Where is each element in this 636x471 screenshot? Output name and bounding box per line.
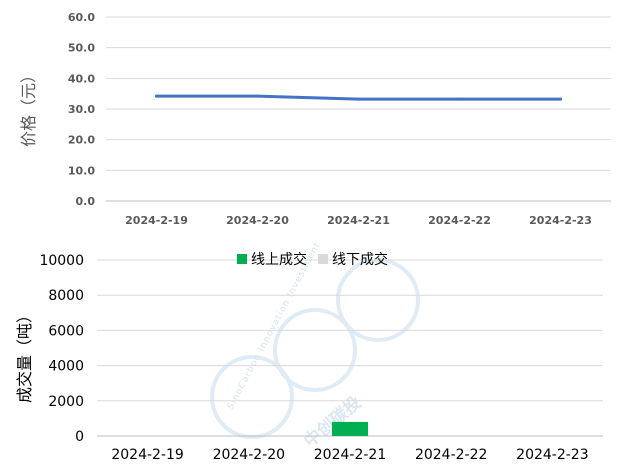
volume-bar-2024-2-21-s0 [332,421,368,436]
price-y-tick-20-0: 20.0 [68,134,95,147]
price-point-2024-2-21 [357,97,360,101]
volume-y-tick-2000: 2000 [48,394,84,410]
price-x-tick-2024-2-20: 2024-2-20 [226,214,289,227]
volume-chart-gridlines [97,259,603,437]
price-y-tick-0-0: 0.0 [76,195,96,208]
volume-x-tick-2024-2-22: 2024-2-22 [415,447,487,463]
volume-y-tick-4000: 4000 [48,359,84,375]
volume-legend: 线上成交 线下成交 [237,251,388,268]
price-line-chart: 0.010.020.030.040.050.060.0 2024-2-19 202… [19,11,611,227]
price-x-tick-2024-2-23: 2024-2-23 [529,214,592,227]
price-chart-y-ticks: 0.0 10.0 20.0 30.0 40.0 50.0 60.0 [68,11,95,208]
volume-x-tick-2024-2-21: 2024-2-21 [314,447,386,463]
price-y-tick-10-0: 10.0 [68,164,95,177]
price-point-2024-2-22 [458,97,461,101]
volume-chart-y-ticks: 0 2000 4000 6000 8000 10000 [39,253,84,445]
volume-y-tick-6000: 6000 [48,323,84,339]
volume-y-tick-10000: 10000 [39,253,84,269]
price-point-2024-2-20 [256,94,259,98]
price-x-tick-2024-2-22: 2024-2-22 [428,214,491,227]
price-point-2024-2-23 [559,97,562,101]
legend-swatch-s0 [237,254,247,264]
volume-bars [332,421,368,436]
volume-y-tick-0: 0 [75,429,84,445]
price-chart-gridlines [106,16,611,202]
volume-y-axis-label: 成交量（吨） [15,307,34,403]
volume-chart-x-ticks: 2024-2-19 2024-2-20 2024-2-21 2024-2-22 2024… [111,447,588,463]
legend-label-s0: 线上成交 [251,251,307,268]
price-series [155,94,562,101]
price-y-tick-50-0: 50.0 [68,42,95,55]
price-x-tick-2024-2-19: 2024-2-19 [125,214,188,227]
price-y-tick-30-0: 30.0 [68,103,95,116]
volume-x-tick-2024-2-23: 2024-2-23 [516,447,588,463]
price-y-tick-40-0: 40.0 [68,72,95,85]
price-chart-x-ticks: 2024-2-19 2024-2-20 2024-2-21 2024-2-22 2024… [125,214,592,227]
volume-x-tick-2024-2-19: 2024-2-19 [111,447,183,463]
price-y-axis-label: 价格（元） [19,67,38,147]
price-y-tick-60-0: 60.0 [68,11,95,24]
volume-y-tick-8000: 8000 [48,288,84,304]
price-point-2024-2-19 [155,94,158,98]
volume-x-tick-2024-2-20: 2024-2-20 [213,447,285,463]
watermark-logo: SinoCarbon Innovation Investment 中创碳投 [210,241,420,452]
legend-swatch-s1 [318,254,328,264]
legend-label-s1: 线下成交 [332,251,388,268]
price-x-tick-2024-2-21: 2024-2-21 [327,214,390,227]
volume-bar-chart: 0 2000 4000 6000 8000 10000 2024-2-19 2024-2-2… [15,251,603,463]
